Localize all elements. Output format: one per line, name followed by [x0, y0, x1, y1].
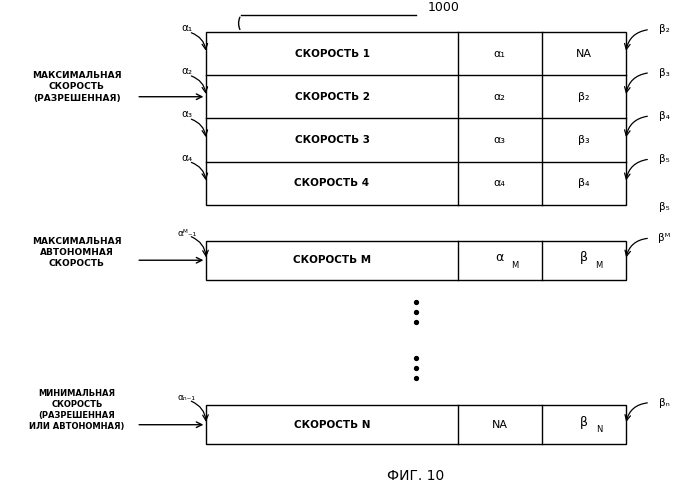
Text: α₂: α₂ [181, 66, 192, 76]
Text: β₂: β₂ [658, 25, 670, 34]
Text: β₄: β₄ [578, 178, 589, 188]
Text: α₂: α₂ [494, 92, 505, 102]
Text: βᴹ: βᴹ [658, 233, 670, 243]
Text: M: M [512, 261, 519, 270]
Text: α₁: α₁ [494, 49, 505, 58]
Text: ФИГ. 10: ФИГ. 10 [387, 469, 445, 483]
Text: α₃: α₃ [181, 109, 192, 119]
Text: СКОРОСТЬ N: СКОРОСТЬ N [294, 420, 370, 430]
Text: α₄: α₄ [494, 178, 505, 188]
Text: NA: NA [492, 420, 507, 430]
Text: αᴹ₋₁: αᴹ₋₁ [177, 229, 196, 238]
Text: α₁: α₁ [181, 23, 192, 33]
Text: МАКСИМАЛЬНАЯ
АВТОНОМНАЯ
СКОРОСТЬ: МАКСИМАЛЬНАЯ АВТОНОМНАЯ СКОРОСТЬ [32, 237, 122, 269]
Text: МАКСИМАЛЬНАЯ
СКОРОСТЬ
(РАЗРЕШЕННАЯ): МАКСИМАЛЬНАЯ СКОРОСТЬ (РАЗРЕШЕННАЯ) [32, 71, 122, 103]
Text: α₄: α₄ [181, 153, 192, 163]
Bar [206, 32, 626, 205]
Text: СКОРОСТЬ 1: СКОРОСТЬ 1 [294, 49, 370, 58]
Text: αₙ₋₁: αₙ₋₁ [178, 393, 196, 402]
Text: 1000: 1000 [428, 1, 460, 14]
Bar [206, 241, 626, 280]
Text: β: β [579, 251, 588, 264]
Text: МИНИМАЛЬНАЯ
СКОРОСТЬ
(РАЗРЕШЕННАЯ
ИЛИ АВТОНОМНАЯ): МИНИМАЛЬНАЯ СКОРОСТЬ (РАЗРЕШЕННАЯ ИЛИ АВ… [29, 389, 124, 431]
Text: β₄: β₄ [658, 111, 670, 121]
Text: β₃: β₃ [578, 135, 589, 145]
Text: NA: NA [576, 49, 591, 58]
Bar [206, 405, 626, 444]
Text: N: N [596, 425, 603, 434]
Text: СКОРОСТЬ 2: СКОРОСТЬ 2 [294, 92, 370, 102]
Text: β₂: β₂ [578, 92, 589, 102]
Text: βₙ: βₙ [658, 398, 670, 408]
Text: β: β [579, 416, 588, 429]
Text: СКОРОСТЬ 3: СКОРОСТЬ 3 [294, 135, 370, 145]
Text: α₃: α₃ [493, 135, 506, 145]
Text: M: M [596, 261, 603, 270]
Text: β₃: β₃ [658, 68, 670, 78]
Text: СКОРОСТЬ M: СКОРОСТЬ M [293, 255, 371, 265]
Text: α: α [496, 251, 504, 264]
Text: СКОРОСТЬ 4: СКОРОСТЬ 4 [294, 178, 370, 188]
Text: β₅: β₅ [658, 154, 670, 164]
Text: β₅: β₅ [658, 202, 670, 212]
